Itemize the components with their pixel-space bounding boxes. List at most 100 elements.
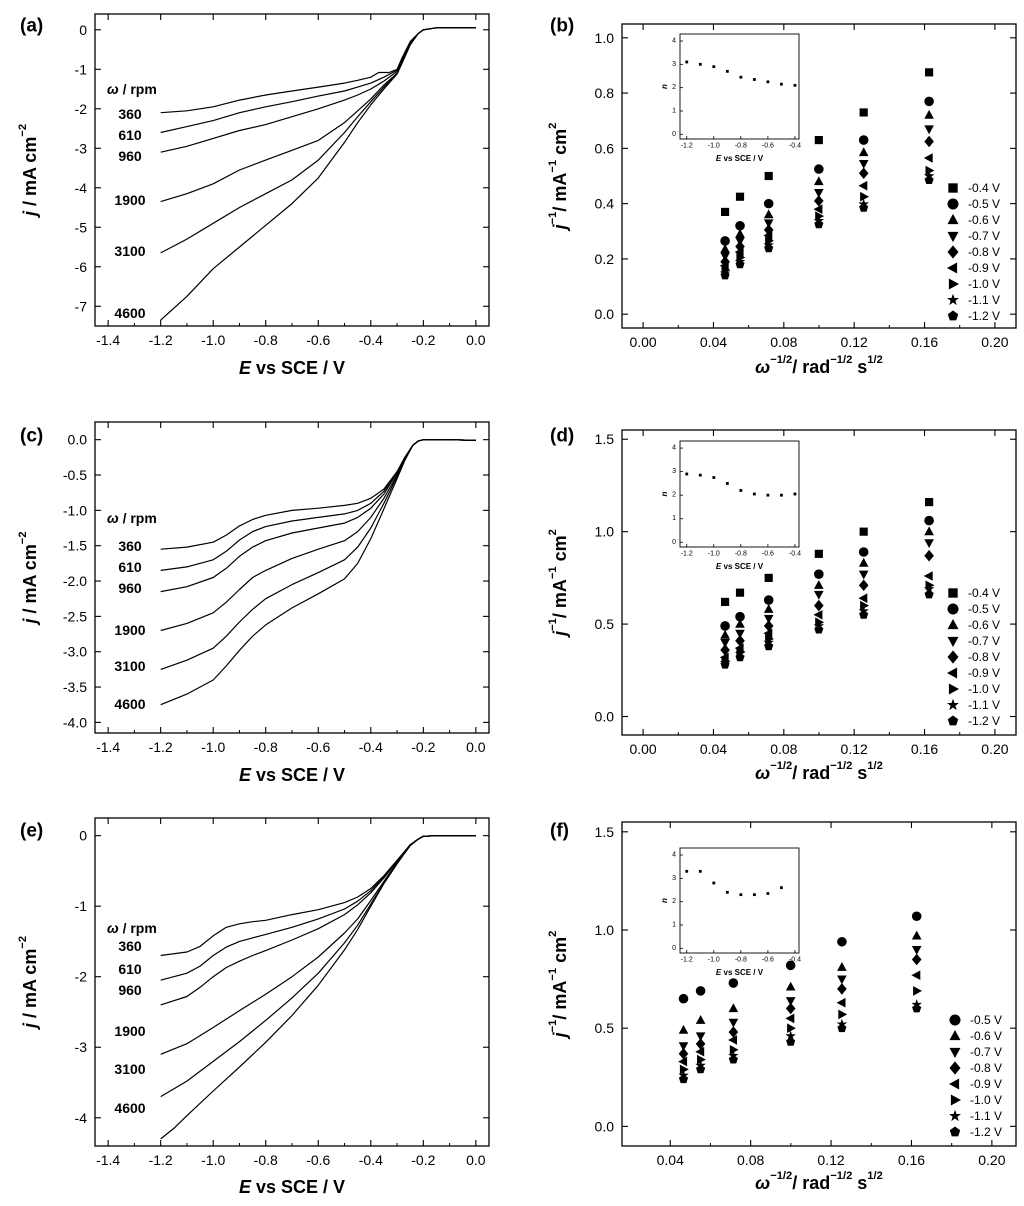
data-point [858, 579, 869, 591]
inset-data-point [698, 473, 702, 477]
x-tick-label: -1.4 [96, 1152, 120, 1168]
series-label: 960 [118, 580, 142, 596]
plot-frame [94, 817, 490, 1147]
lsv-panel-2: (c) -1.4 -1.2 -1.0 -0.8 -0.6 -0.4 -0.2 0.0 0.0 -0.… [17, 421, 490, 785]
data-point [924, 589, 934, 599]
x-tick-label: -0.8 [254, 739, 278, 755]
data-point [763, 620, 774, 632]
x-tick-label: -1.2 [149, 739, 173, 755]
legend-title: ω / rpm [107, 510, 157, 526]
x-axis-label: E vs SCE / V [239, 358, 345, 378]
series-label: 960 [118, 982, 142, 998]
data-point [720, 639, 730, 648]
y-tick-label: 1.0 [595, 922, 615, 938]
y-tick-label: -4 [75, 180, 88, 196]
inset-data-point [752, 78, 756, 81]
y-tick-label: -1 [75, 898, 88, 914]
x-tick-label: 0.04 [700, 334, 727, 350]
data-point [858, 167, 869, 179]
inset-y-axis-label: n [660, 84, 669, 89]
legend-marker [947, 698, 959, 711]
legend-marker [947, 619, 959, 630]
y-tick-label: 0.0 [595, 1118, 615, 1134]
data-point [858, 570, 869, 580]
lsv-panel-0: (a) -1.4 -1.2 -1.0 -0.8 -0.6 -0.4 -0.2 0.0 0 -1 -2 -… [17, 13, 490, 378]
y-axis-label: j / mA cm−2 [17, 531, 40, 625]
series-line-4600 [160, 27, 476, 321]
x-tick-label: 0.20 [978, 1152, 1005, 1168]
y-tick-label: -2.0 [63, 573, 87, 589]
legend-label: -1.2 V [968, 309, 1000, 323]
y-axis-label: j−1/ mA−1 cm2 [547, 123, 570, 232]
panel-tag: (b) [550, 16, 574, 37]
x-tick-label: -1.0 [201, 1152, 225, 1168]
legend-label: -0.6 V [970, 1029, 1002, 1043]
data-point [925, 68, 934, 77]
x-tick-label: -0.4 [359, 1152, 383, 1168]
data-point [924, 549, 934, 562]
y-tick-label: -3 [75, 140, 88, 156]
data-point [924, 175, 934, 184]
data-point [924, 135, 934, 148]
y-tick-label: -4.0 [63, 714, 87, 730]
inset-data-point [793, 83, 797, 87]
inset-y-tick-label: 0 [672, 539, 676, 546]
lsv-panel-4: (e) -1.4 -1.2 -1.0 -0.8 -0.6 -0.4 -0.2 0.0 0 -1 -2 -… [17, 817, 490, 1197]
data-point [765, 236, 774, 246]
y-tick-label: 0.2 [595, 251, 615, 267]
data-point [763, 209, 774, 219]
legend-marker [947, 603, 959, 615]
data-point [735, 611, 745, 622]
data-point [785, 1002, 796, 1015]
data-point [913, 986, 922, 996]
y-tick-label: 0.0 [595, 709, 615, 725]
legend-marker [947, 715, 959, 726]
data-point [764, 573, 773, 582]
inset-x-tick-label: -0.4 [789, 957, 801, 964]
data-point [925, 165, 935, 176]
legend-label: -0.8 V [970, 1061, 1002, 1075]
x-tick-label: -0.8 [254, 1152, 278, 1168]
x-axis-label: ω−1/2/ rad−1/2 s1/2 [755, 354, 883, 377]
series-label: 960 [118, 148, 142, 164]
inset-y-tick-label: 4 [672, 852, 676, 859]
data-point [697, 1054, 706, 1065]
data-point [859, 108, 868, 117]
legend-label: -1.1 V [968, 293, 1000, 307]
legend-label: -0.4 V [968, 586, 1000, 600]
x-tick-label: 0.0 [466, 1152, 486, 1168]
legend-marker [947, 231, 959, 243]
data-point [923, 583, 935, 594]
legend-label: -1.0 V [968, 277, 1000, 291]
data-point [728, 1026, 739, 1038]
x-tick-label: -0.6 [306, 332, 330, 348]
data-point [859, 527, 868, 536]
data-point [924, 515, 934, 526]
x-tick-label: -1.4 [96, 332, 120, 348]
inset-data-point [739, 75, 743, 79]
y-tick-label: -5 [75, 219, 88, 235]
data-point [720, 660, 730, 669]
inset-x-tick-label: -0.8 [735, 957, 747, 964]
y-tick-label: 1.0 [595, 30, 615, 46]
data-point [764, 243, 774, 253]
x-tick-label: 0.20 [981, 741, 1008, 757]
inset-y-tick-label: 2 [672, 898, 676, 905]
inset-data-point [725, 890, 729, 894]
inset-data-point [766, 892, 770, 895]
plot-frame [621, 821, 1017, 1147]
inset-y-tick-label: 4 [672, 445, 676, 452]
x-axis-label: E vs SCE / V [239, 1177, 345, 1197]
series-label: 1900 [114, 1023, 145, 1039]
data-point [764, 171, 773, 181]
legend-label: -0.9 V [968, 261, 1000, 275]
y-tick-label: -4 [75, 1110, 88, 1126]
x-axis-label: ω−1/2/ rad−1/2 s1/2 [755, 1170, 883, 1193]
legend-marker [947, 650, 959, 664]
data-point [720, 236, 730, 246]
data-point [924, 109, 934, 119]
series-label: 1900 [114, 192, 145, 208]
data-point [815, 211, 825, 221]
y-tick-label: -3.0 [63, 644, 87, 660]
data-point [735, 220, 745, 231]
